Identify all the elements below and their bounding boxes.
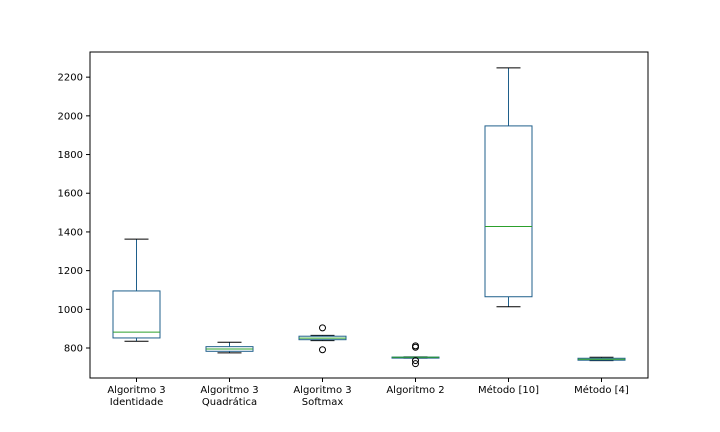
box-group [298,324,347,354]
y-tick-label: 800 [64,344,83,355]
box-group [205,341,254,354]
x-tick-label: Método [4] [574,384,629,396]
y-tick-label: 1800 [58,150,83,161]
x-tick-label: Identidade [110,397,163,408]
y-axis: 800 1000 1200 1400 1600 1800 2000 2200 [58,73,90,355]
plot-area [89,51,649,379]
y-tick-label: 2200 [58,73,83,84]
outlier-point [412,360,419,368]
box [484,125,533,298]
x-tick-label: Algoritmo 3 [200,385,258,396]
y-tick-label: 1400 [58,227,83,238]
x-tick-label: Softmax [302,397,344,408]
y-tick-label: 1200 [58,266,83,277]
y-tick-label: 1600 [58,189,83,200]
box-group [484,67,533,308]
box-group [391,342,440,368]
box [112,290,161,339]
box-group [112,238,161,342]
x-tick-label: Algoritmo 3 [293,385,351,396]
box-group [577,356,626,362]
x-tick-label: Algoritmo 3 [107,385,165,396]
x-tick-label: Quadrática [202,396,257,408]
x-tick-label: Algoritmo 2 [386,385,444,396]
outlier-point [319,324,326,332]
y-tick-label: 2000 [58,111,83,122]
outlier-point [412,357,419,365]
outlier-point [319,346,326,354]
x-tick-label: Método [10] [478,384,539,396]
outlier-point [412,342,419,350]
boxes [112,67,626,368]
y-tick-label: 1000 [58,305,83,316]
